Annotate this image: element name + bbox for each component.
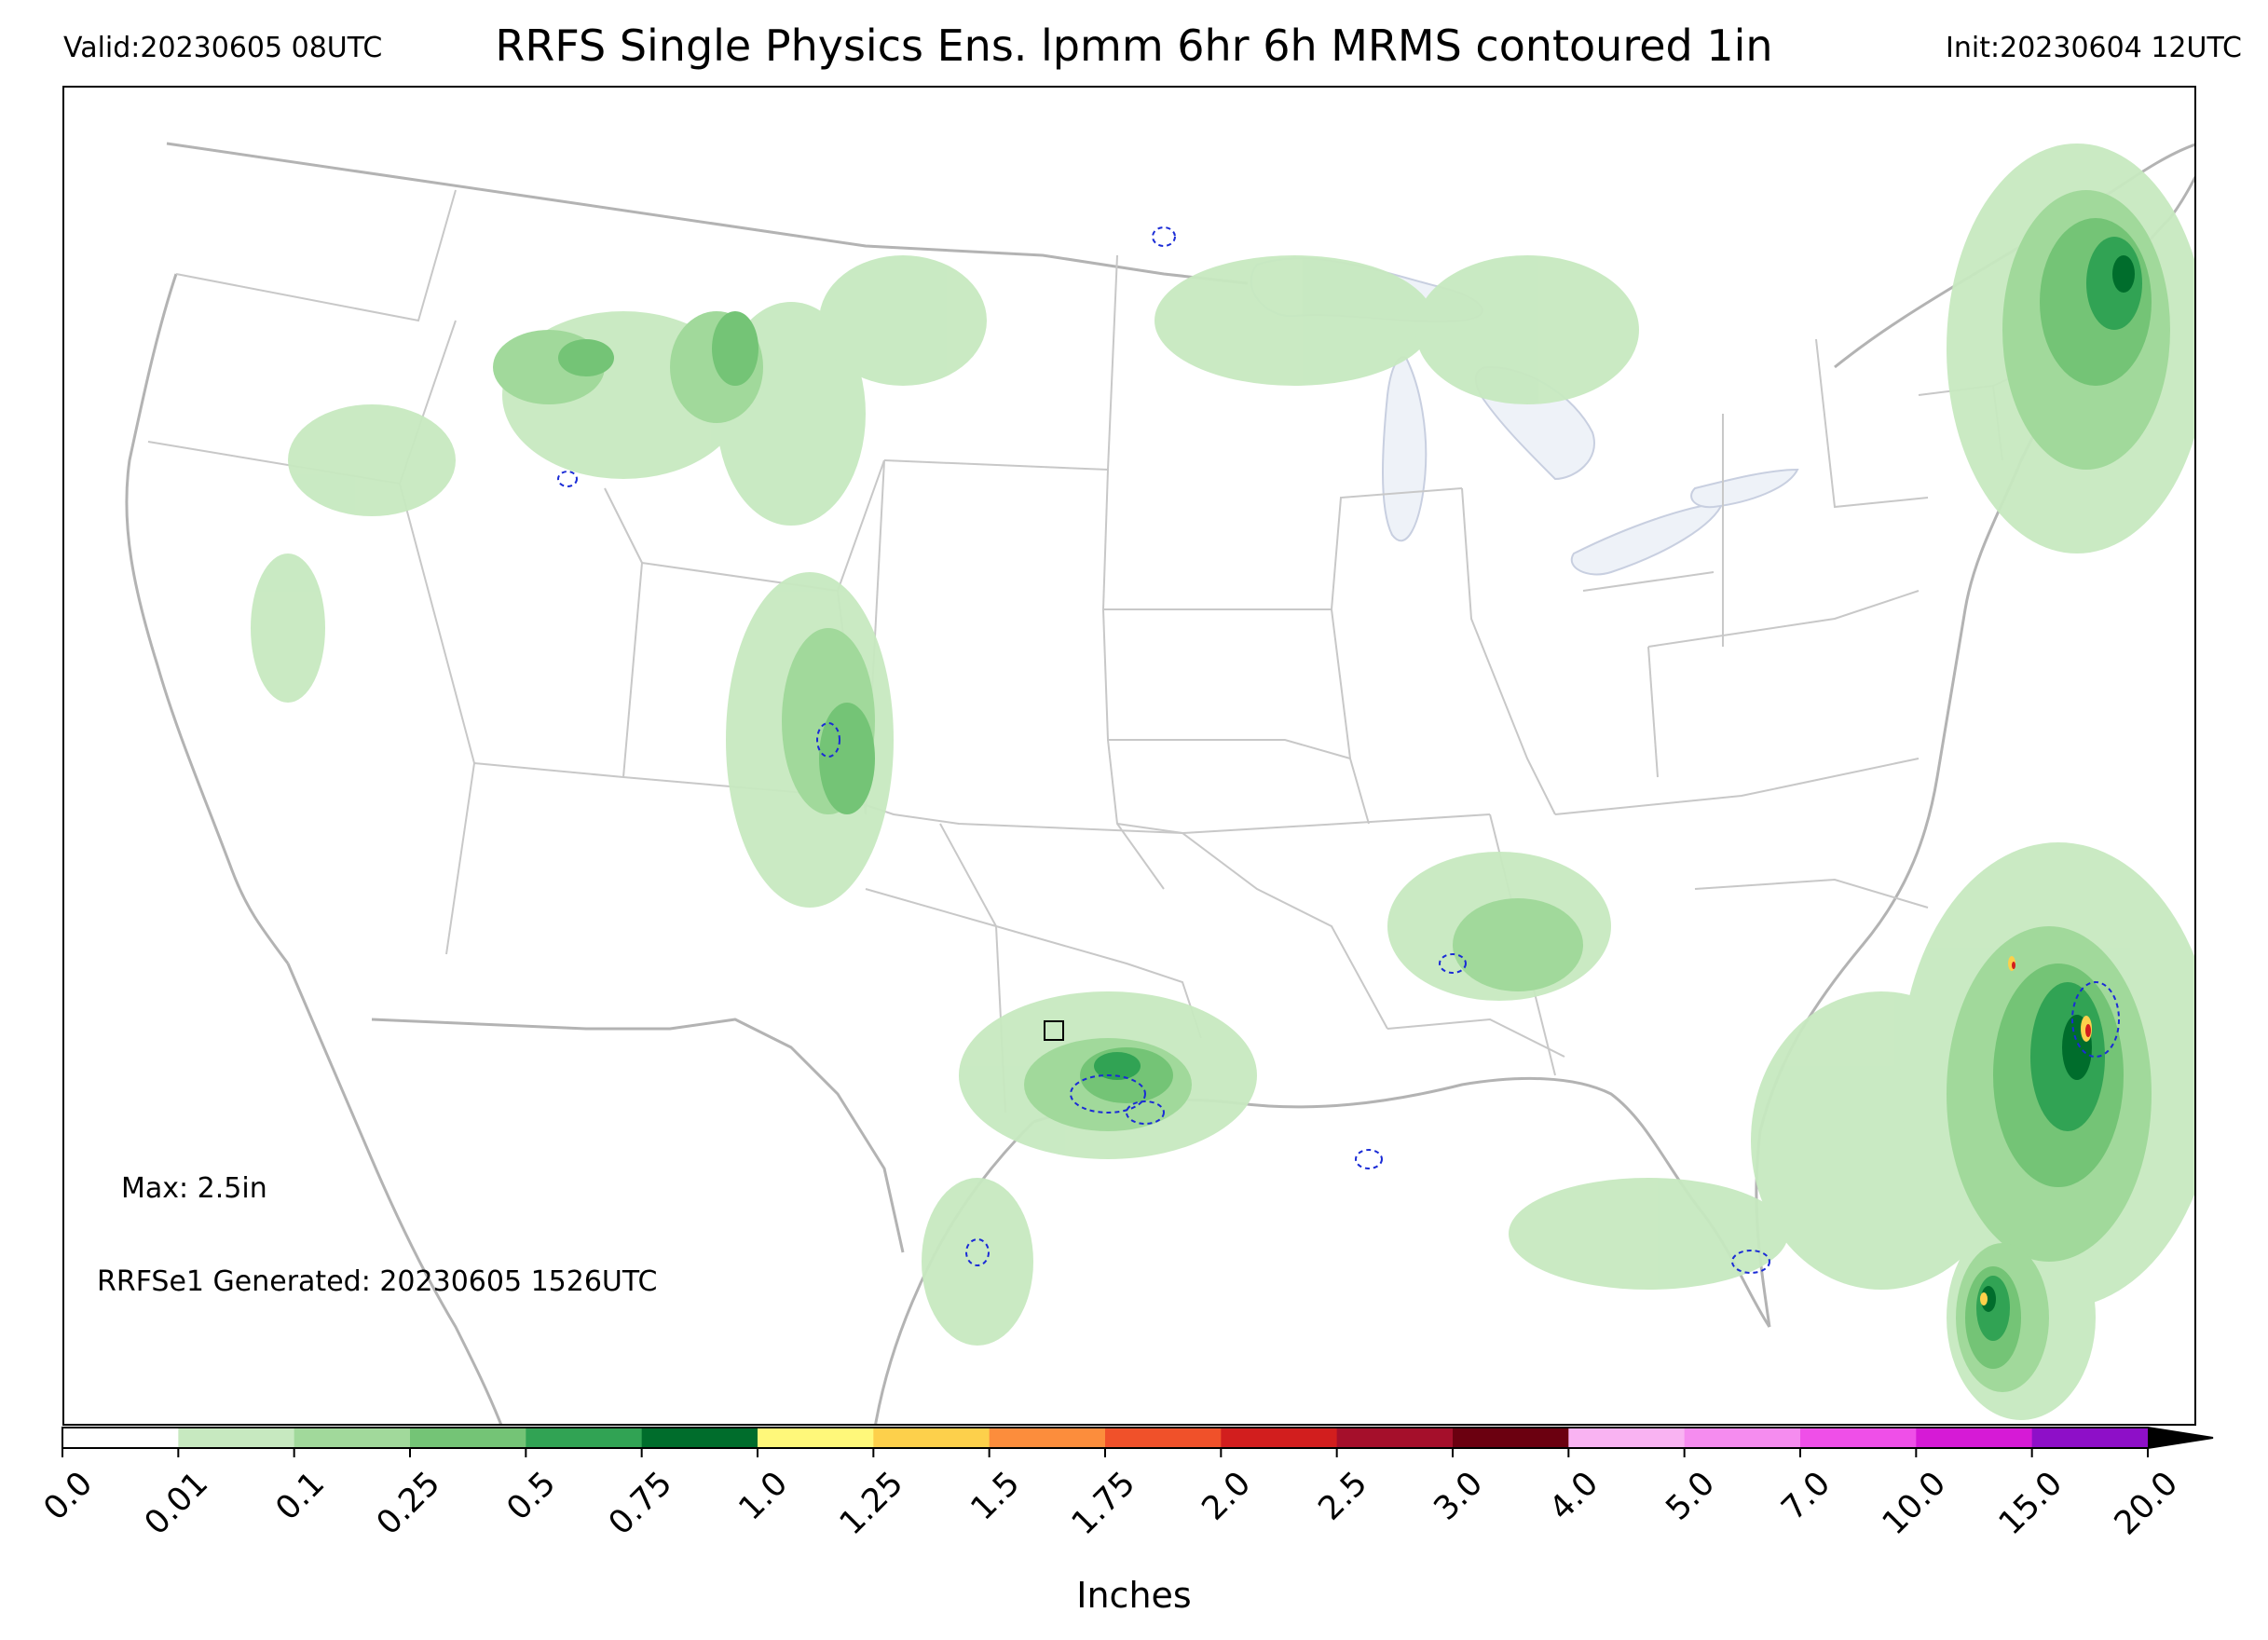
precip-shading [251,144,2194,1420]
lake-ontario [1690,468,1799,509]
colorbar-bin [1684,1428,1801,1448]
max-marker [1044,1020,1064,1041]
colorbar-bin [1105,1428,1222,1448]
pacific-coast [125,273,290,964]
colorbar-bin [1336,1428,1454,1448]
colorbar-bin [2031,1428,2149,1448]
baja-coast [286,963,503,1424]
colorbar-bin [410,1428,526,1448]
map-canvas [125,142,2194,1424]
colorbar-bin [989,1428,1106,1448]
colorbar-bin [178,1428,295,1448]
colorbar-extend-arrow [2148,1428,2213,1448]
colorbar-bin [62,1428,179,1448]
colorbar-bin [294,1428,411,1448]
colorbar-bin [1453,1428,1569,1448]
mrms-contours [557,226,2120,1274]
precip-map [62,86,2196,1426]
generated-note: RRFSe1 Generated: 20230605 1526UTC [97,1265,658,1298]
colorbar-bin [1800,1428,1917,1448]
map-title: RRFS Single Physics Ens. lpmm 6hr 6h MRM… [495,20,1773,71]
colorbar-bin [1916,1428,2033,1448]
colorbar-bin [758,1428,874,1448]
init-time: Init:20230604 12UTC [1946,32,2242,64]
max-note: Max: 2.5in [121,1172,267,1205]
lake-michigan [1382,356,1428,542]
canada-border [166,142,1249,285]
colorbar-label: Inches [1076,1575,1192,1616]
colorbar-bin [873,1428,991,1448]
colorbar-bin [641,1428,758,1448]
state-borders [147,189,2078,1114]
colorbar-frame [61,1427,2214,1449]
colorbar-bin [1568,1428,1686,1448]
colorbar-bin [1221,1428,1338,1448]
valid-time: Valid:20230605 08UTC [63,32,383,64]
colorbar-bin [526,1428,643,1448]
mexico-border [371,1018,905,1253]
lake-erie [1570,500,1725,576]
